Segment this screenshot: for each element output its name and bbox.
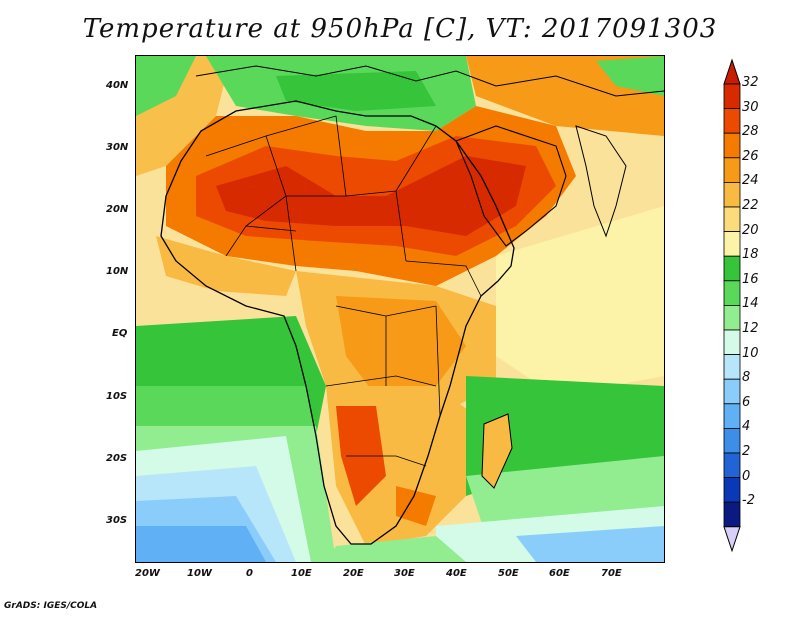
colorbar-swatch xyxy=(723,182,741,208)
lat-tick-label: 20N xyxy=(106,204,129,215)
temperature-field-map xyxy=(136,56,664,562)
lon-tick-label: 10E xyxy=(291,568,312,579)
lon-tick-label: 20W xyxy=(135,568,160,579)
colorbar-label: 32 xyxy=(742,75,759,90)
colorbar-label: 22 xyxy=(742,198,759,213)
colorbar-label: 2 xyxy=(742,444,751,459)
colorbar-swatch xyxy=(723,329,741,356)
map-panel xyxy=(135,55,665,563)
lon-tick-label: 0 xyxy=(246,568,253,579)
colorbar-swatch xyxy=(723,501,741,528)
map-title: Temperature at 950hPa [C], VT: 201709130… xyxy=(82,14,718,44)
colorbar-swatch xyxy=(723,132,741,159)
lat-tick-label: 20S xyxy=(106,453,128,464)
colorbar-swatch xyxy=(723,231,741,257)
colorbar-swatch xyxy=(723,83,741,110)
colorbar-label: 14 xyxy=(742,296,759,312)
lon-tick-label: 60E xyxy=(549,568,570,579)
lon-tick-label: 10W xyxy=(187,568,212,579)
colorbar-label: 28 xyxy=(742,124,759,140)
colorbar-swatch xyxy=(723,477,741,503)
lat-tick-label: EQ xyxy=(112,328,128,339)
colorbar-swatch xyxy=(723,255,741,282)
lat-tick-label: 30N xyxy=(106,142,129,153)
lon-tick-label: 70E xyxy=(601,568,622,579)
colorbar-swatch xyxy=(723,108,741,134)
lon-tick-label: 30E xyxy=(394,568,415,579)
colorbar-label: -2 xyxy=(742,493,755,509)
colorbar-label: 12 xyxy=(742,321,759,336)
lon-tick-label: 50E xyxy=(498,568,519,579)
colorbar-top-triangle xyxy=(723,58,741,85)
colorbar-swatch xyxy=(723,452,741,479)
colorbar-swatch xyxy=(723,403,741,429)
colorbar-label: 18 xyxy=(742,247,759,263)
colorbar-label: 16 xyxy=(742,271,759,287)
footer-credit: GrADS: IGES/COLA xyxy=(4,601,98,611)
colorbar-label: 26 xyxy=(742,148,759,164)
lat-tick-label: 40N xyxy=(106,80,129,91)
colorbar-label: 8 xyxy=(742,370,751,386)
lat-tick-label: 10N xyxy=(106,266,129,277)
colorbar-swatch xyxy=(723,280,741,306)
colorbar-swatch xyxy=(723,304,741,331)
lat-tick-label: 10S xyxy=(106,391,128,402)
colorbar xyxy=(723,58,741,553)
lon-tick-label: 40E xyxy=(446,568,467,579)
colorbar-label: 10 xyxy=(742,345,759,361)
colorbar-label: 0 xyxy=(742,468,751,484)
colorbar-swatch xyxy=(723,157,741,183)
colorbar-label: 24 xyxy=(742,173,759,189)
lat-tick-label: 30S xyxy=(106,515,128,526)
colorbar-swatch xyxy=(723,354,741,380)
colorbar-swatch xyxy=(723,427,741,454)
colorbar-label: 20 xyxy=(742,222,759,238)
colorbar-swatch xyxy=(723,206,741,233)
colorbar-bottom-triangle xyxy=(723,526,741,553)
colorbar-swatch xyxy=(723,378,741,405)
lon-tick-label: 20E xyxy=(343,568,364,579)
colorbar-label: 30 xyxy=(742,99,759,115)
colorbar-label: 4 xyxy=(742,419,751,435)
colorbar-label: 6 xyxy=(742,394,751,410)
